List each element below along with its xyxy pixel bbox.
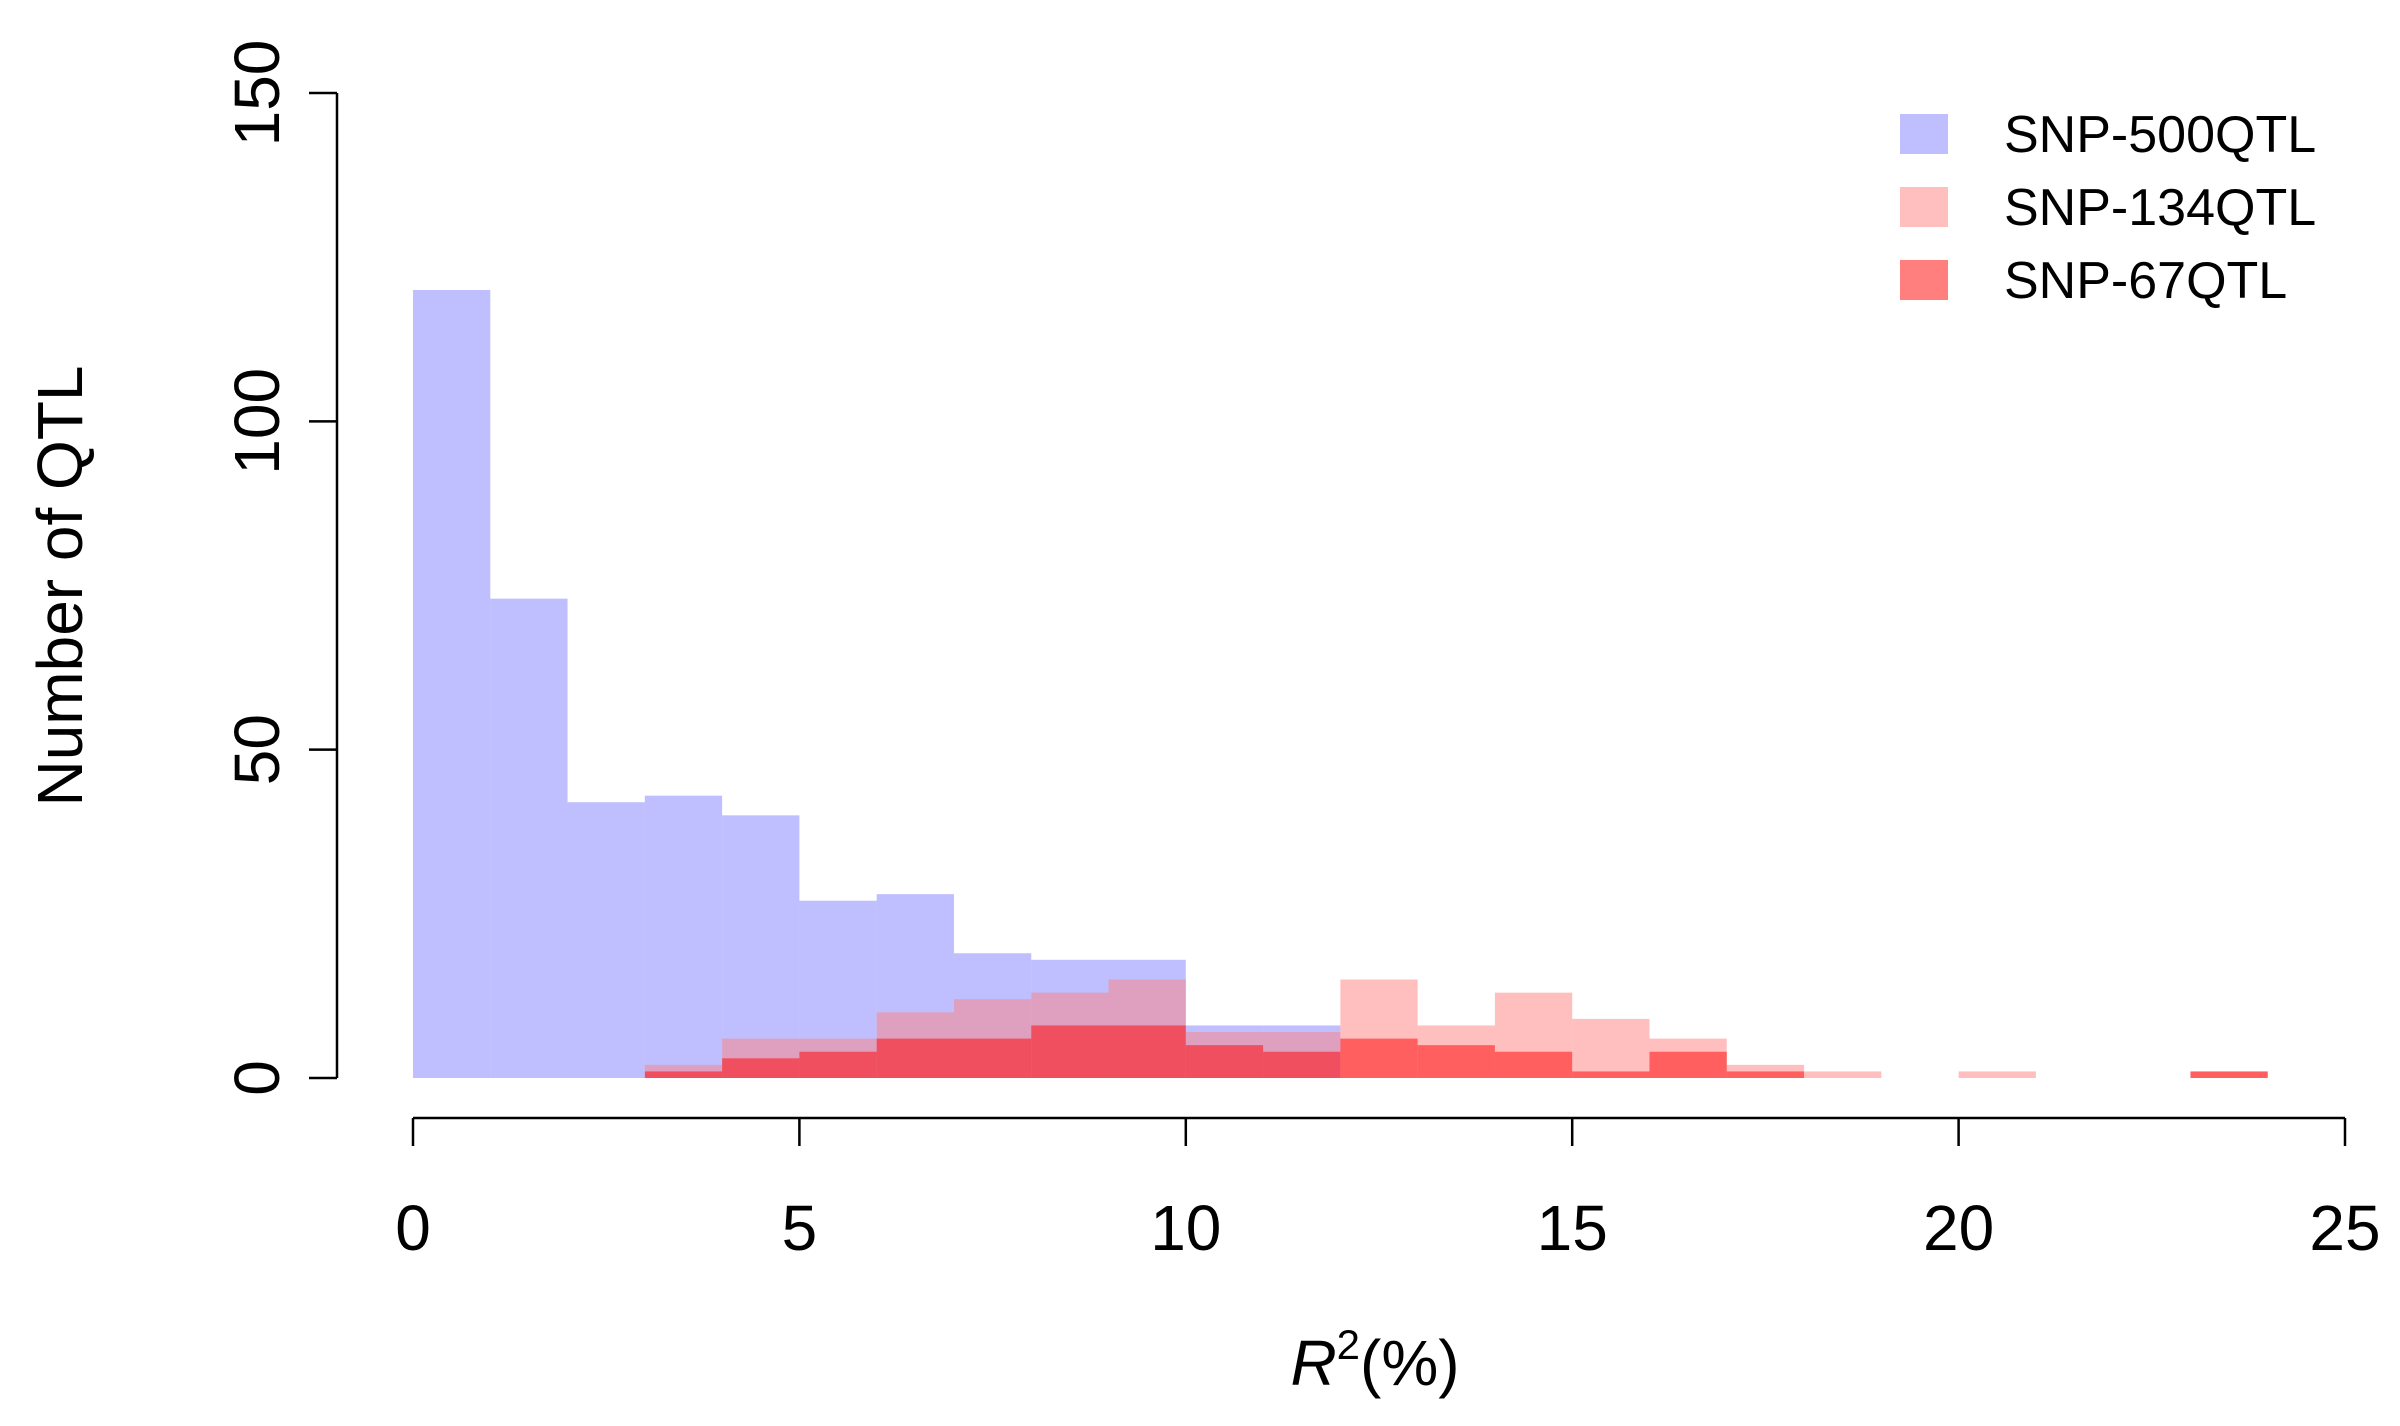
bar-snp-67qtl-bin-23 <box>2190 1071 2268 1078</box>
legend-label-snp-500qtl: SNP-500QTL <box>2004 106 2316 164</box>
legend-swatch-snp-134qtl <box>1900 187 1948 227</box>
x-tick-label-15: 15 <box>1537 1192 1608 1264</box>
bar-snp-500qtl-bin-2 <box>567 802 645 1078</box>
bar-snp-67qtl-bin-10 <box>1185 1045 1264 1078</box>
y-tick-label-100: 100 <box>221 368 293 475</box>
bar-snp-67qtl-bin-11 <box>1263 1051 1341 1078</box>
legend: SNP-500QTL SNP-134QTL SNP-67QTL <box>1900 106 2316 310</box>
bar-snp-500qtl-bin-4 <box>722 815 800 1078</box>
bars-layer <box>413 290 2268 1078</box>
x-tick-label-5: 5 <box>782 1192 818 1264</box>
axes-layer: 0 50 100 150 0 5 10 15 20 25 <box>221 40 2381 1264</box>
x-tick-label-0: 0 <box>395 1192 431 1264</box>
bar-snp-67qtl-bin-6 <box>876 1038 954 1078</box>
y-tick-label-150: 150 <box>221 40 293 147</box>
bar-snp-67qtl-bin-14 <box>1494 1051 1573 1078</box>
legend-swatch-snp-500qtl <box>1900 114 1948 154</box>
bar-snp-134qtl-bin-15 <box>1572 1018 1650 1078</box>
bar-snp-67qtl-bin-15 <box>1572 1071 1650 1078</box>
y-tick-label-0: 0 <box>221 1060 293 1096</box>
bar-snp-67qtl-bin-16 <box>1649 1051 1727 1078</box>
x-axis-title-superscript: 2 <box>1337 1321 1360 1368</box>
x-tick-label-20: 20 <box>1923 1192 1994 1264</box>
bar-snp-67qtl-bin-12 <box>1340 1038 1418 1078</box>
bar-snp-67qtl-bin-9 <box>1108 1025 1186 1078</box>
bar-snp-67qtl-bin-8 <box>1031 1025 1109 1078</box>
y-tick-label-50: 50 <box>221 714 293 785</box>
bar-snp-67qtl-bin-3 <box>644 1071 723 1078</box>
series-snp-67qtl <box>644 1025 2268 1078</box>
bar-snp-67qtl-bin-13 <box>1417 1045 1495 1078</box>
y-axis-title: Number of QTL <box>24 365 96 806</box>
bar-snp-67qtl-bin-7 <box>953 1038 1032 1078</box>
bar-snp-67qtl-bin-17 <box>1726 1071 1805 1078</box>
bar-snp-134qtl-bin-20 <box>1958 1071 2036 1078</box>
x-axis-title: R2(%) <box>1290 1321 1459 1399</box>
x-axis-title-suffix: (%) <box>1360 1327 1460 1399</box>
bar-snp-134qtl-bin-18 <box>1804 1071 1882 1078</box>
x-tick-label-10: 10 <box>1150 1192 1221 1264</box>
bar-snp-500qtl-bin-0 <box>413 290 491 1078</box>
bar-snp-500qtl-bin-3 <box>644 795 723 1078</box>
legend-label-snp-67qtl: SNP-67QTL <box>2004 252 2287 310</box>
x-tick-label-25: 25 <box>2309 1192 2380 1264</box>
legend-label-snp-134qtl: SNP-134QTL <box>2004 179 2316 237</box>
bar-snp-67qtl-bin-5 <box>799 1051 877 1078</box>
bar-snp-67qtl-bin-4 <box>722 1058 800 1078</box>
bar-snp-500qtl-bin-1 <box>490 598 568 1078</box>
legend-swatch-snp-67qtl <box>1900 260 1948 300</box>
series-snp-500qtl <box>413 290 1341 1078</box>
x-axis-title-main: R <box>1290 1327 1336 1399</box>
